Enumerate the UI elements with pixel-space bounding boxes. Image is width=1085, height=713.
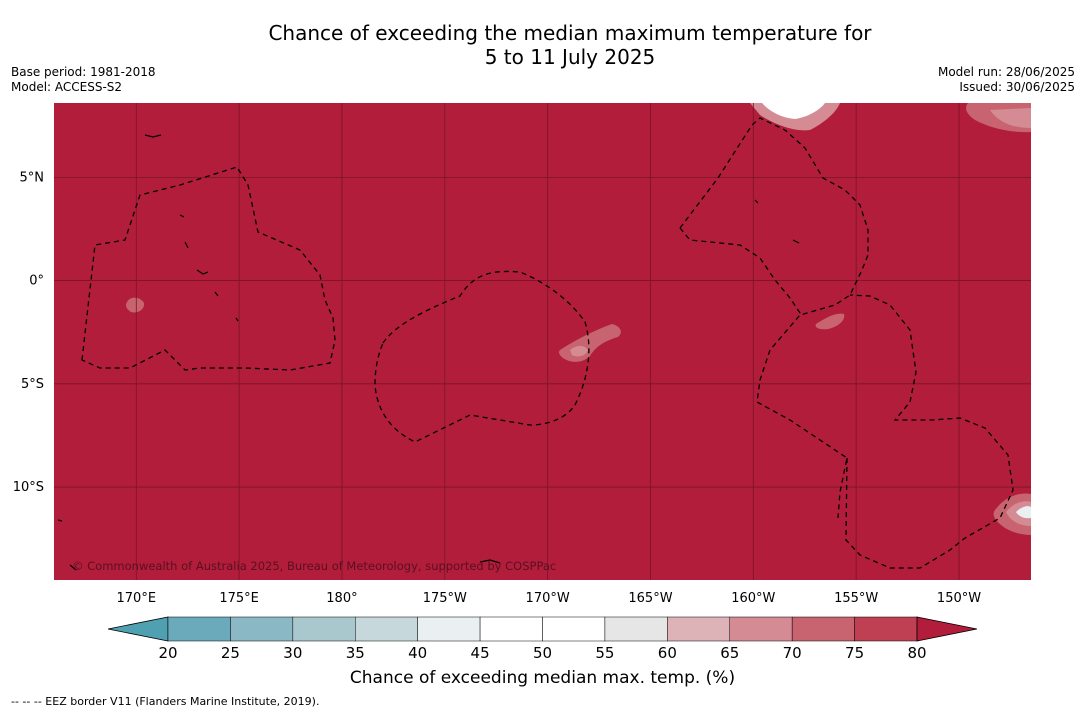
island-3: [184, 241, 189, 249]
colorbar-tick-label: 55: [595, 644, 614, 662]
chart-title: Chance of exceeding the median maximum t…: [0, 21, 1085, 69]
meta-right: Model run: 28/06/2025 Issued: 30/06/2025: [938, 65, 1075, 95]
lon-tick-label: 170°E: [117, 591, 157, 606]
colorbar-bin: [167, 616, 231, 642]
colorbar-tick-label: 50: [533, 644, 552, 662]
island-marks: [57, 134, 800, 571]
map-field: [54, 103, 1031, 580]
colorbar-tick-label: 70: [783, 644, 802, 662]
eez-kiribati-line-west: [679, 227, 803, 317]
colorbar-tick-label: 60: [658, 644, 677, 662]
island-1: [144, 134, 162, 138]
lon-tick-label: 175°E: [219, 591, 259, 606]
island-6: [235, 317, 239, 322]
colorbar-tick-label: 20: [158, 644, 177, 662]
copyright-notice: © Commonwealth of Australia 2025, Bureau…: [72, 559, 556, 573]
colorbar-bin: [667, 616, 730, 642]
island-9: [479, 559, 501, 564]
patch-north-east-inner: [990, 108, 1031, 128]
lon-tick-label: 170°W: [526, 591, 570, 606]
lon-tick-label: 165°W: [628, 591, 672, 606]
gridlines: [54, 103, 1031, 580]
colorbar-tick-label: 35: [346, 644, 365, 662]
colorbar-label: Chance of exceeding median max. temp. (%…: [349, 668, 736, 688]
eez-kiribati-phoenix: [374, 270, 590, 443]
colorbar-tick-label: 25: [221, 644, 240, 662]
issued-date: Issued: 30/06/2025: [959, 80, 1075, 94]
colorbar-under-arrow: [107, 616, 169, 642]
island-4: [196, 269, 209, 275]
island-7: [792, 239, 800, 244]
colorbar: [107, 616, 978, 642]
colorbar-bin: [355, 616, 418, 642]
lon-tick-label: 180°: [326, 591, 357, 606]
colorbar-bin: [729, 616, 793, 642]
patch-central-inner: [570, 345, 588, 357]
lat-tick-label: 5°N: [20, 170, 45, 185]
patch-west: [126, 297, 145, 313]
model-name: Model: ACCESS-S2: [11, 80, 123, 94]
colorbar-bin: [479, 616, 543, 642]
lon-tick-label: 155°W: [834, 591, 878, 606]
title-line-2: 5 to 11 July 2025: [484, 45, 656, 69]
longitude-labels: 170°E 175°E 180° 175°W 170°W 165°W 160°W 155°W 1…: [117, 591, 982, 606]
colorbar-bin: [417, 616, 481, 642]
colorbar-tick-label: 40: [408, 644, 427, 662]
colorbar-tick-label: 30: [283, 644, 302, 662]
title-line-1: Chance of exceeding the median maximum t…: [268, 21, 872, 45]
colorbar-bin: [292, 616, 356, 642]
colorbar-bin: [791, 616, 855, 642]
patch-north-center-inner: [762, 103, 825, 119]
eez-french-polynesia: [845, 294, 1014, 569]
lon-tick-label: 160°W: [731, 591, 775, 606]
colorbar-tick-label: 65: [720, 644, 739, 662]
model-run: Model run: 28/06/2025: [937, 65, 1075, 79]
colorbar-bin: [230, 616, 294, 642]
eez-footnote: -- -- -- EEZ border V11 (Flanders Marine…: [11, 695, 320, 708]
colorbar-over-arrow: [916, 616, 978, 642]
lat-tick-label: 0°: [29, 274, 44, 289]
island-10: [57, 519, 63, 522]
eez-kiribati-line: [679, 117, 869, 519]
colorbar-ticks: 20 25 30 35 40 45 50 55 60 65 70 75 80: [158, 644, 926, 662]
lon-tick-label: 150°W: [937, 591, 981, 606]
colorbar-bin: [604, 616, 668, 642]
colorbar-tick-label: 45: [471, 644, 490, 662]
patch-east-small: [815, 313, 845, 330]
eez-borders: [81, 117, 1014, 569]
probability-patches: [126, 103, 1031, 535]
base-period: Base period: 1981-2018: [11, 65, 156, 79]
colorbar-bin: [542, 616, 606, 642]
island-5: [214, 291, 219, 297]
lat-tick-label: 5°S: [21, 377, 44, 392]
island-2: [179, 214, 185, 218]
lon-tick-label: 175°W: [423, 591, 467, 606]
colorbar-bin: [854, 616, 918, 642]
island-8: [754, 199, 759, 204]
patch-south-east-core: [1016, 506, 1031, 519]
colorbar-tick-label: 80: [907, 644, 926, 662]
colorbar-tick-label: 75: [845, 644, 864, 662]
latitude-labels: 5°N 0° 5°S 10°S: [13, 170, 44, 495]
meta-left: Base period: 1981-2018 Model: ACCESS-S2: [11, 65, 156, 95]
lat-tick-label: 10°S: [13, 480, 44, 495]
island-11: [69, 564, 77, 571]
